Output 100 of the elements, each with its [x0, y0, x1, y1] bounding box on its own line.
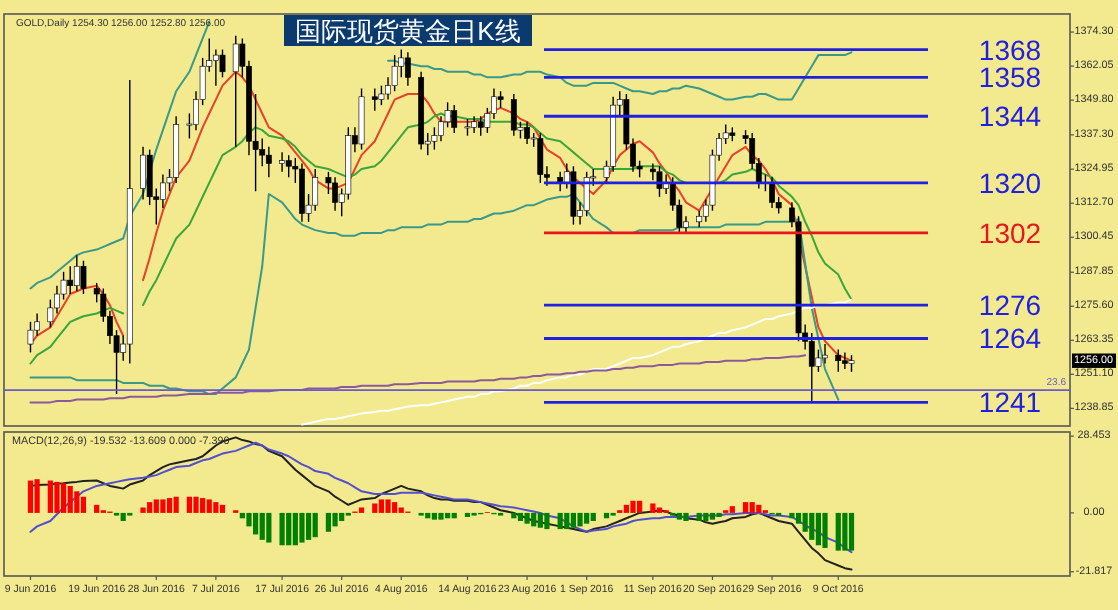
- line-series: [300, 298, 853, 426]
- bar: [431, 512, 437, 520]
- candlestick: [285, 154, 292, 179]
- candlestick: [822, 343, 828, 365]
- bar: [749, 502, 755, 513]
- bar: [709, 512, 716, 520]
- bar: [683, 512, 689, 521]
- bar: [577, 512, 583, 527]
- bar: [650, 503, 656, 513]
- candlestick: [27, 321, 34, 354]
- bar: [756, 504, 762, 513]
- candlestick: [299, 162, 305, 223]
- candlestick: [265, 146, 272, 179]
- candlestick: [537, 132, 544, 184]
- bar: [186, 496, 192, 513]
- bar: [219, 504, 226, 513]
- chart-title: 国际现货黄金日K线: [295, 16, 521, 46]
- bar: [438, 512, 444, 520]
- bar: [339, 512, 345, 521]
- bar: [213, 502, 219, 513]
- candlestick: [391, 54, 398, 92]
- bar: [623, 504, 629, 513]
- candlestick: [279, 151, 285, 173]
- bar: [312, 512, 318, 538]
- bar: [305, 512, 312, 540]
- bar: [676, 512, 682, 520]
- bar: [524, 512, 530, 524]
- bar: [392, 502, 398, 513]
- candlestick: [219, 48, 226, 79]
- bar: [286, 512, 292, 546]
- bar: [34, 479, 40, 513]
- candlestick: [808, 332, 815, 404]
- candlestick: [570, 165, 577, 226]
- bar: [544, 512, 550, 530]
- bar: [279, 512, 285, 546]
- bar: [590, 512, 596, 521]
- bar: [385, 499, 391, 513]
- ref-line-label: 1302: [978, 216, 1042, 249]
- candlestick: [524, 121, 530, 145]
- bar: [60, 483, 67, 513]
- bar: [809, 512, 815, 540]
- bar: [120, 512, 126, 521]
- bar: [637, 500, 643, 513]
- ref-line-label: 1344: [978, 100, 1042, 133]
- bar: [564, 512, 570, 530]
- candlestick: [841, 351, 848, 370]
- bar: [332, 512, 338, 527]
- bar: [299, 512, 305, 543]
- bar: [166, 498, 173, 513]
- bar: [815, 512, 821, 546]
- bar: [795, 512, 802, 524]
- bar: [630, 500, 636, 513]
- bar: [372, 503, 378, 513]
- candlestick: [371, 87, 378, 112]
- bar: [47, 480, 53, 513]
- candlestick: [358, 87, 365, 151]
- candlestick: [378, 84, 385, 106]
- candlestick: [67, 265, 74, 295]
- bar: [94, 504, 100, 513]
- bar: [200, 498, 206, 513]
- bar: [696, 512, 702, 521]
- bar: [193, 496, 199, 513]
- bar: [742, 502, 749, 513]
- bar: [54, 481, 60, 513]
- bar: [570, 512, 577, 528]
- bar: [246, 512, 252, 527]
- bar: [378, 499, 384, 513]
- bar: [153, 499, 159, 513]
- bar: [789, 512, 795, 519]
- bar: [557, 512, 563, 530]
- candlestick: [73, 254, 80, 292]
- ref-line-label: 1264: [978, 322, 1042, 355]
- candlestick: [477, 115, 484, 137]
- bar: [835, 512, 841, 551]
- bar: [292, 512, 298, 546]
- candlestick: [510, 93, 517, 137]
- candlestick: [451, 104, 458, 134]
- candlestick: [140, 146, 146, 201]
- candlestick: [815, 348, 822, 373]
- candlestick: [769, 176, 775, 209]
- bar: [848, 512, 855, 551]
- bar: [842, 512, 848, 551]
- bar: [206, 499, 212, 513]
- ref-line-label: 1358: [978, 61, 1042, 94]
- ref-line-label: 1241: [978, 386, 1042, 419]
- bar: [584, 512, 590, 524]
- candlestick: [835, 348, 842, 373]
- candlestick: [583, 171, 590, 217]
- bar: [27, 480, 34, 513]
- bar: [160, 499, 166, 513]
- bar: [266, 512, 272, 543]
- bar: [729, 506, 735, 513]
- candlestick: [332, 176, 338, 212]
- bar: [147, 502, 153, 513]
- bar: [74, 491, 80, 513]
- bar: [173, 496, 179, 513]
- bar: [259, 512, 265, 540]
- candlestick: [656, 165, 663, 198]
- bar: [531, 512, 537, 527]
- bar: [517, 512, 524, 521]
